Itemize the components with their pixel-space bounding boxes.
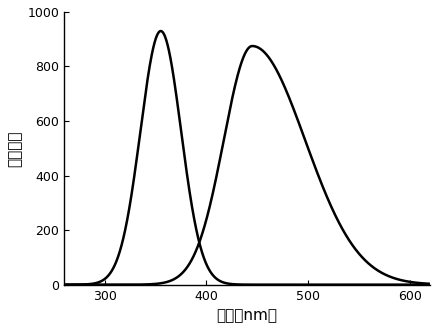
Y-axis label: 荧光强度: 荧光强度 <box>7 130 22 167</box>
X-axis label: 波长（nm）: 波长（nm） <box>217 308 277 323</box>
